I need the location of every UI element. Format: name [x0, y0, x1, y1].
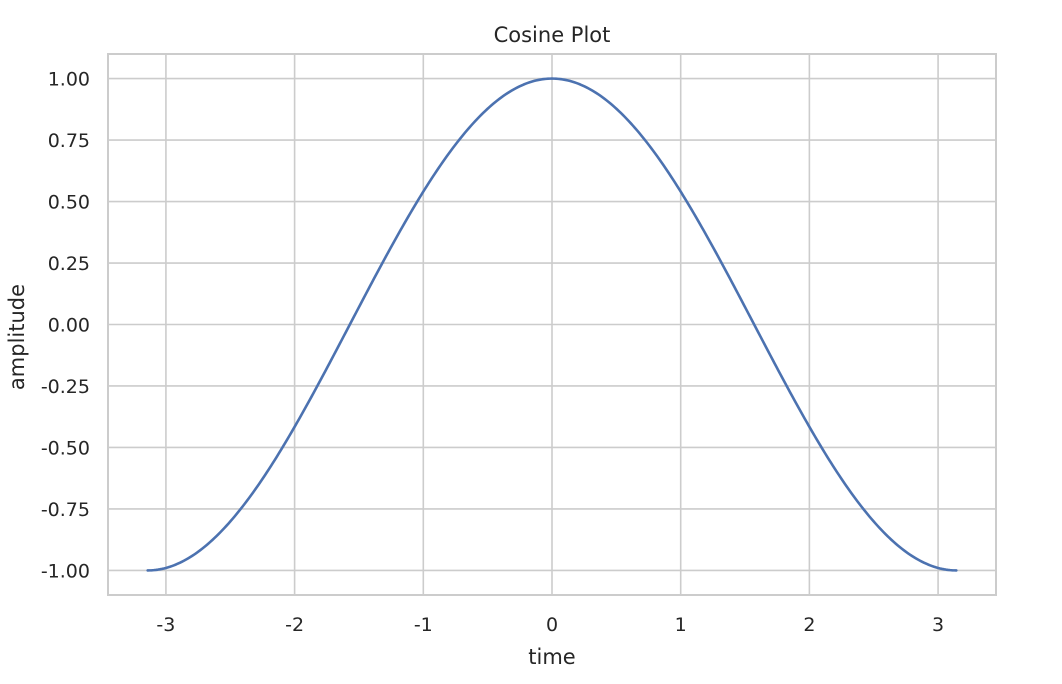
x-tick-label: -1 — [414, 614, 433, 636]
grid — [108, 54, 996, 595]
x-tick-label: 1 — [675, 614, 687, 636]
y-tick-label: -0.25 — [41, 376, 90, 398]
y-axis-label: amplitude — [5, 284, 29, 390]
x-tick-label: 2 — [803, 614, 815, 636]
y-tick-label: -1.00 — [41, 560, 90, 582]
y-tick-label: 0.75 — [48, 130, 90, 152]
y-tick-label: 0.25 — [48, 253, 90, 275]
series-layer — [146, 77, 958, 572]
x-axis-label: time — [528, 645, 575, 669]
x-tick-label: -3 — [156, 614, 175, 636]
chart-title: Cosine Plot — [494, 23, 611, 47]
y-tick-label: 1.00 — [48, 69, 90, 91]
cosine-series-line — [146, 77, 958, 572]
x-tick-label: 3 — [932, 614, 944, 636]
y-tick-label: -0.50 — [41, 437, 90, 459]
plot-frame — [107, 53, 997, 596]
tick-labels: -3 -2 -1 0 1 2 3 1.00 0.75 0.50 0.25 0.00 -0.25 -0.50… — [41, 69, 944, 636]
y-tick-label: 0.50 — [48, 192, 90, 214]
x-tick-label: 0 — [546, 614, 558, 636]
y-tick-label: -0.75 — [41, 499, 90, 521]
y-tick-label: 0.00 — [48, 315, 90, 337]
x-tick-label: -2 — [285, 614, 304, 636]
